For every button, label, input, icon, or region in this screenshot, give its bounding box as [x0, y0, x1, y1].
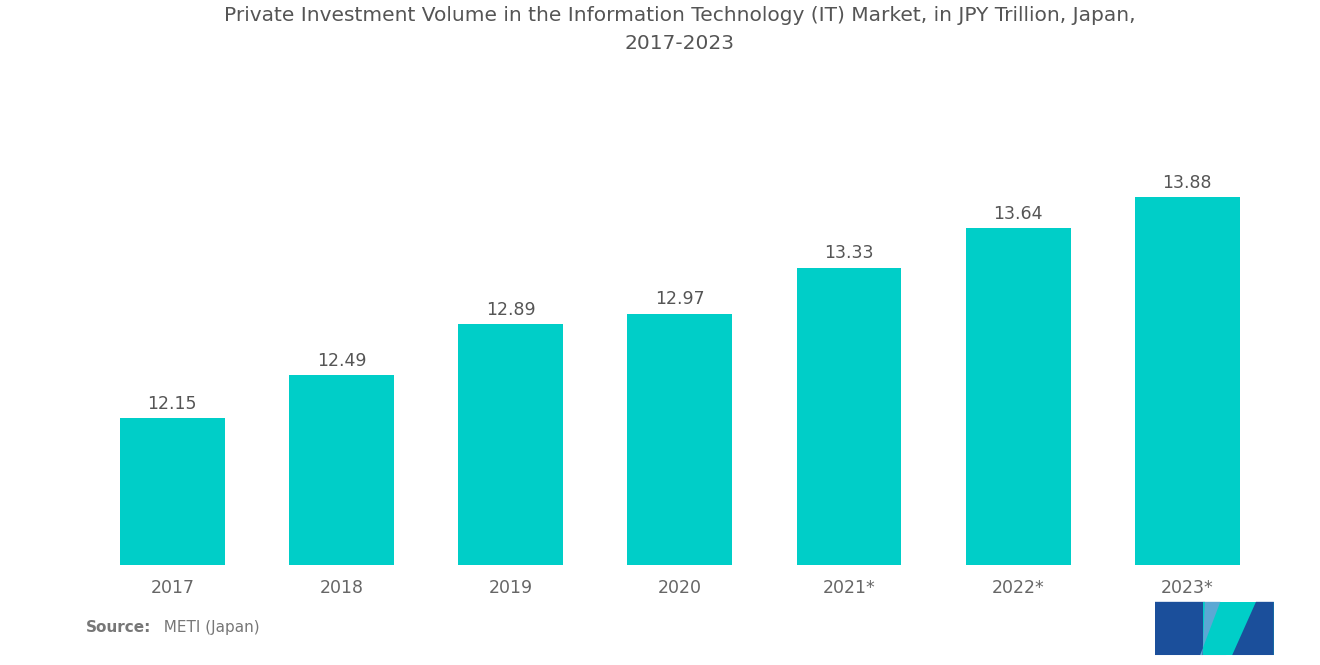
- Polygon shape: [1233, 602, 1274, 655]
- Polygon shape: [1200, 602, 1220, 655]
- Text: 12.97: 12.97: [655, 291, 705, 309]
- Text: METI (Japan): METI (Japan): [154, 620, 260, 635]
- Text: Source:: Source:: [86, 620, 152, 635]
- Bar: [796, 267, 902, 665]
- Polygon shape: [1203, 602, 1274, 655]
- Bar: [458, 324, 564, 665]
- Bar: [627, 314, 733, 665]
- Text: 13.88: 13.88: [1163, 174, 1212, 192]
- Text: 13.64: 13.64: [994, 205, 1043, 223]
- Title: Private Investment Volume in the Information Technology (IT) Market, in JPY Tril: Private Investment Volume in the Informa…: [224, 6, 1135, 53]
- Text: 12.15: 12.15: [148, 395, 197, 413]
- Text: 13.33: 13.33: [824, 245, 874, 263]
- Bar: [1135, 198, 1239, 665]
- Polygon shape: [1155, 602, 1226, 655]
- Bar: [120, 418, 224, 665]
- Text: 12.49: 12.49: [317, 352, 366, 370]
- Text: 12.89: 12.89: [486, 301, 536, 319]
- Bar: [289, 375, 393, 665]
- Bar: [966, 228, 1071, 665]
